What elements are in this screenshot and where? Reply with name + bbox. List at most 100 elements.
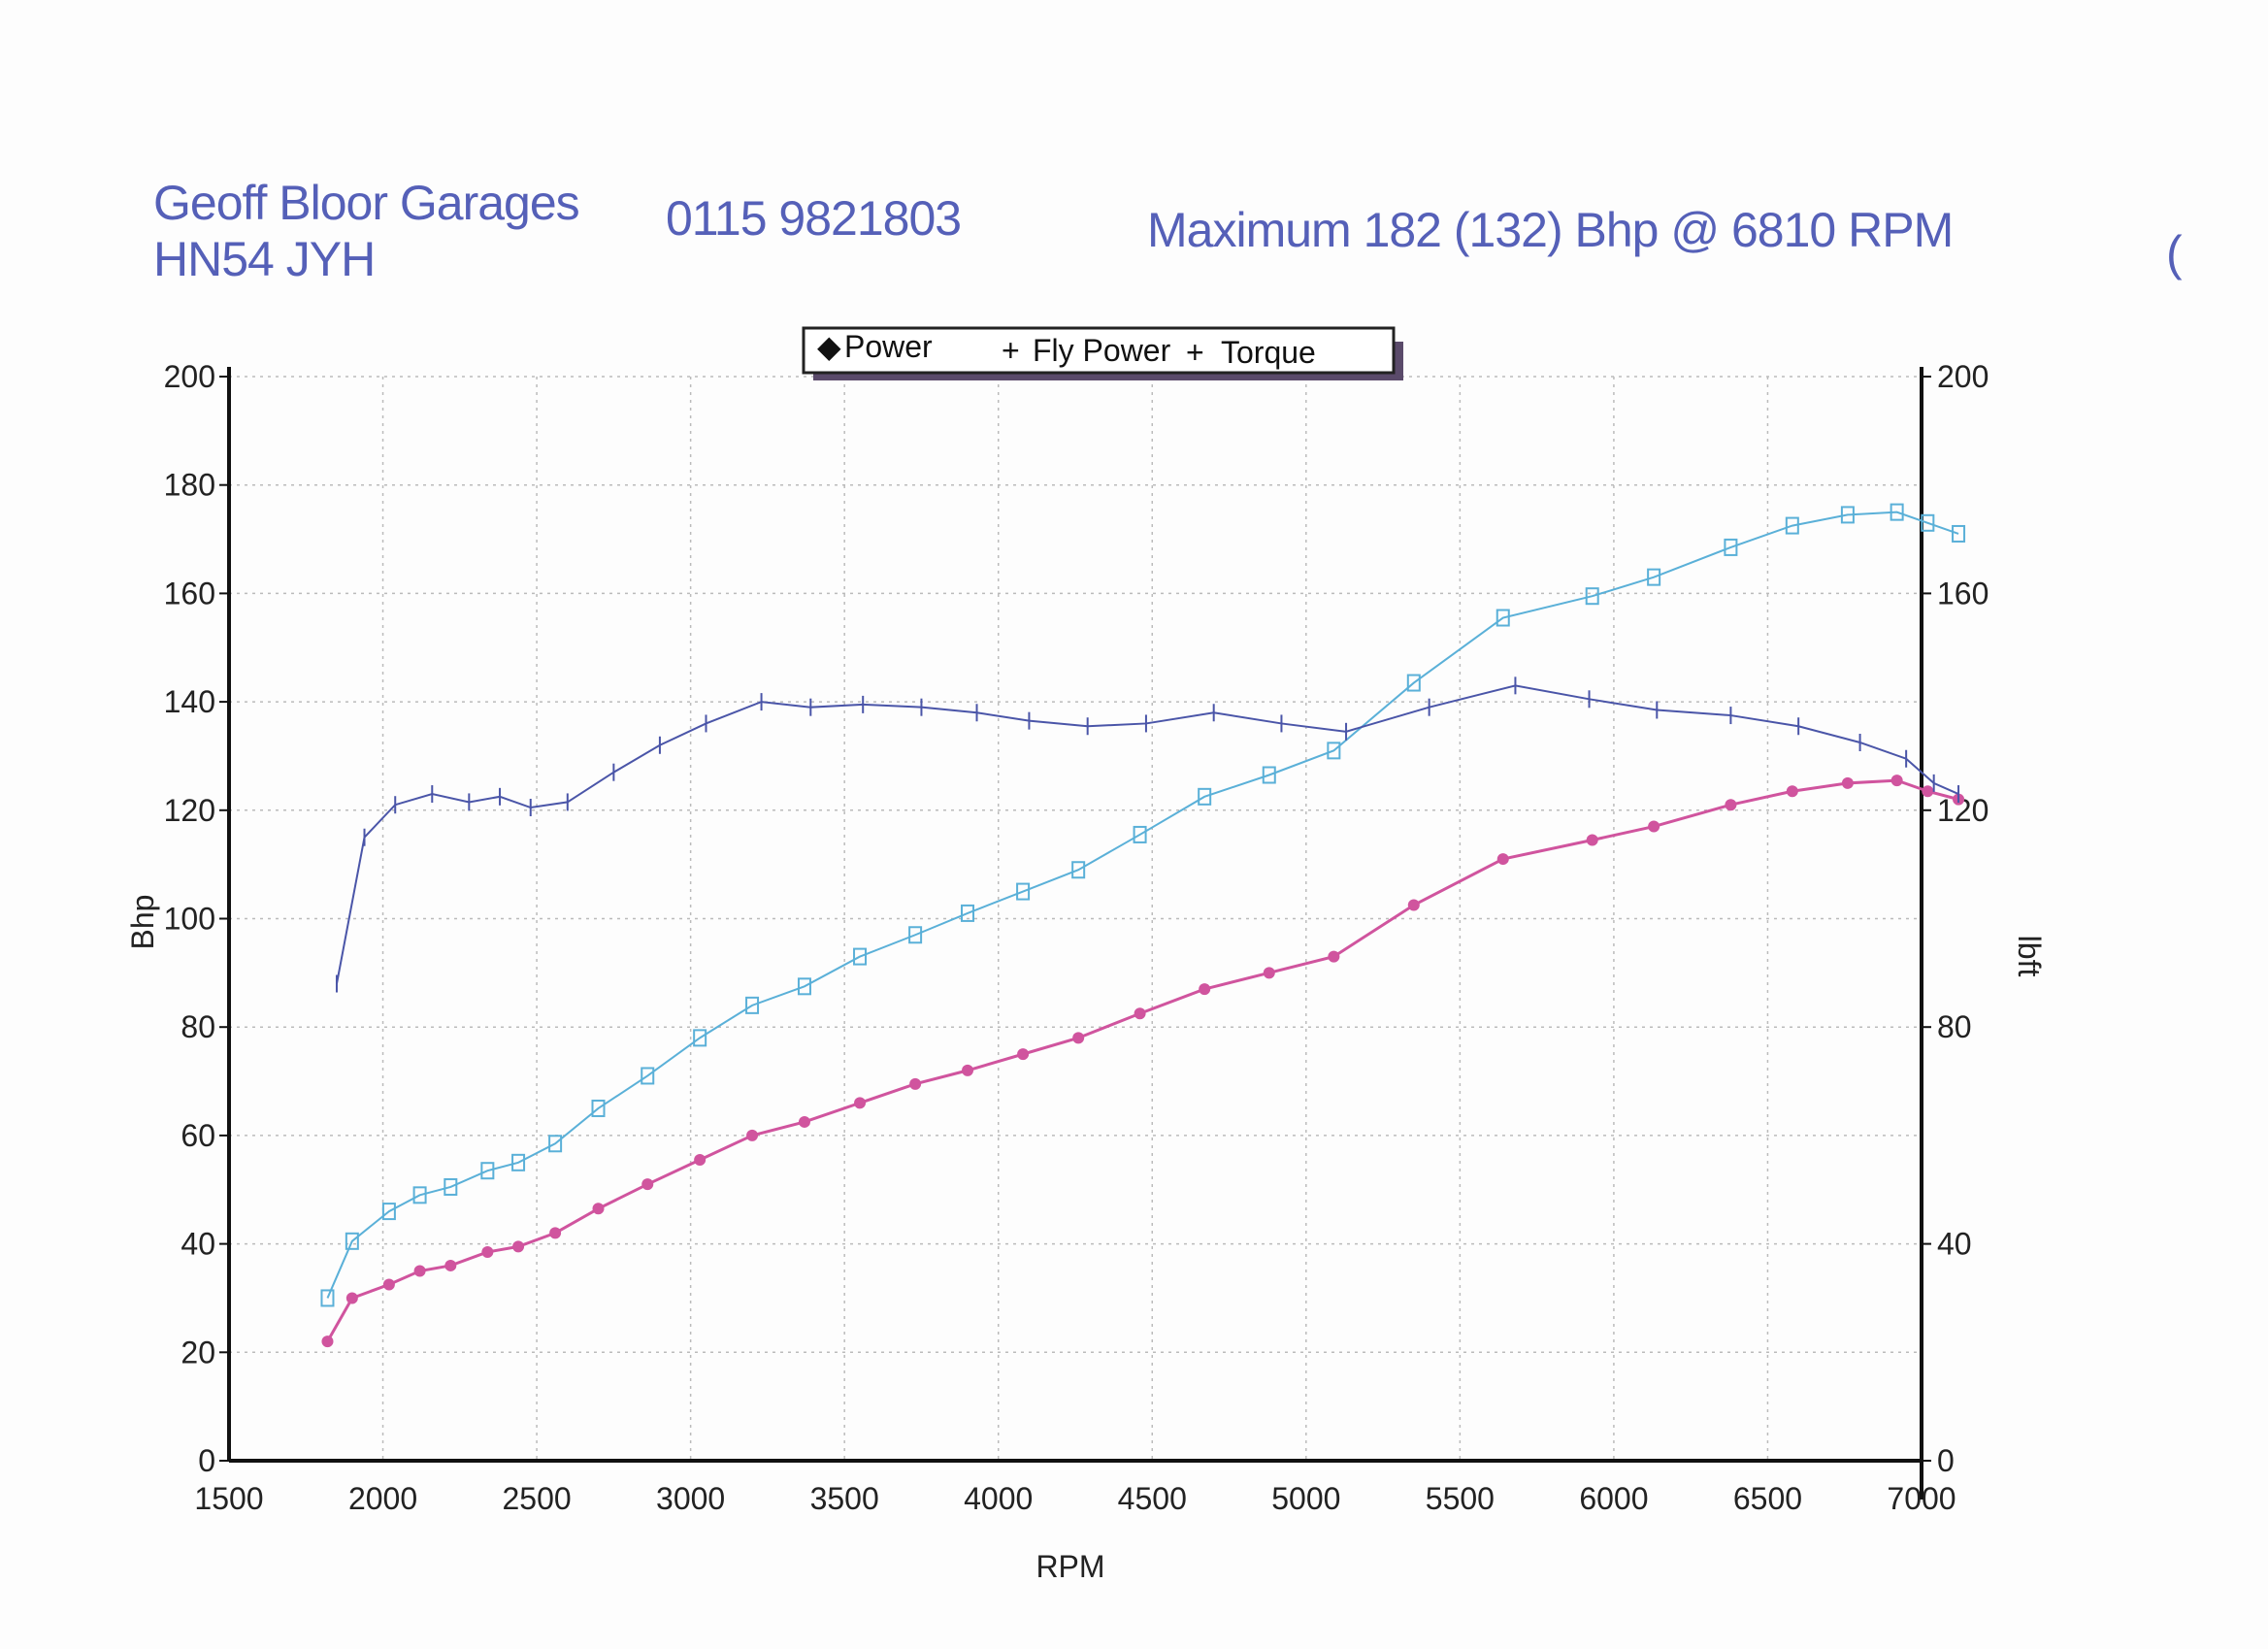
power-point (1072, 1032, 1085, 1044)
y-tick-label: 100 (164, 902, 215, 937)
power-line (326, 778, 1959, 1342)
power-point (798, 1115, 810, 1128)
fly-power-point (1262, 766, 1276, 784)
fly-power-point (548, 1135, 563, 1153)
fly-power-point (1071, 861, 1086, 879)
x-tick-label: 6000 (1579, 1481, 1648, 1516)
power-point (909, 1077, 922, 1090)
power-point (1890, 775, 1903, 787)
fly-power-point (1952, 524, 1966, 543)
axes: 1500 2000 2500 3000 3500 4000 4500 5000 5500 6000… (164, 359, 1989, 1516)
power-point (321, 1336, 334, 1348)
fly-power-point (1406, 674, 1421, 692)
power-point (1586, 834, 1598, 846)
power-point (549, 1227, 562, 1239)
power-point (746, 1129, 759, 1141)
x-tick-label: 1500 (194, 1481, 263, 1516)
power-point (1648, 820, 1660, 833)
y-axis-label: Bhp (125, 895, 160, 950)
power-point (1841, 776, 1854, 789)
power-point (1407, 899, 1420, 911)
fly-power-line (326, 511, 1959, 1299)
fly-power-point (511, 1153, 526, 1171)
x-tick-label: 5000 (1271, 1481, 1340, 1516)
fly-power-point (641, 1067, 655, 1085)
x-tick-label: 2500 (502, 1481, 571, 1516)
grid (228, 376, 1923, 1462)
fly-power-point (1016, 882, 1031, 901)
fly-power-point (908, 926, 923, 944)
fly-power-point (1921, 513, 1935, 532)
fly-power-point (480, 1162, 495, 1180)
phone-number: 0115 9821803 (666, 191, 962, 246)
fly-power-point (961, 904, 975, 922)
fly-power-point (1890, 503, 1904, 521)
y-tick-label: 120 (164, 793, 215, 828)
x-tick-label: 3500 (810, 1481, 879, 1516)
power-point (1725, 799, 1737, 811)
x-tick-label: 3000 (656, 1481, 725, 1516)
y-tick-label: 40 (181, 1227, 215, 1262)
fly-power-point (444, 1177, 458, 1196)
y-tick-label: 200 (164, 359, 215, 394)
power-point (1328, 950, 1340, 963)
fly-power-point (1133, 825, 1147, 843)
torque-line (335, 684, 1959, 984)
y2-axis-label: lbft (2012, 936, 2047, 977)
power-point (854, 1097, 867, 1109)
maximum-power-summary: Maximum 182 (132) Bhp @ 6810 RPM (1147, 203, 1954, 257)
fly-power-point (1840, 506, 1855, 524)
x-axis-label: RPM (1035, 1549, 1104, 1584)
power-point (1199, 983, 1211, 996)
fly-power-point (1647, 568, 1661, 586)
power-point (345, 1292, 358, 1304)
fly-power-point (853, 947, 868, 966)
x-tick-label: 4500 (1118, 1481, 1187, 1516)
y-tick-label: 20 (181, 1335, 215, 1369)
vehicle-registration: HN54 JYH (153, 232, 376, 286)
y-tick-label: 0 (198, 1443, 215, 1478)
x-tick-label: 4000 (964, 1481, 1033, 1516)
y2-tick-label: 0 (1937, 1443, 1955, 1478)
legend-marker-power: ◆ (817, 329, 841, 364)
power-point (413, 1265, 426, 1277)
legend-torque: Torque (1221, 335, 1316, 370)
fly-power-point (1585, 587, 1599, 606)
fly-power-point (745, 996, 760, 1014)
fly-power-point (1198, 787, 1212, 806)
fly-power-point (345, 1232, 359, 1250)
legend-power: Power (844, 329, 933, 364)
power-point (1496, 853, 1509, 866)
legend-marker-torque: + (1186, 335, 1204, 370)
stray-mark: ( (2166, 226, 2183, 280)
y-tick-label: 140 (164, 684, 215, 719)
fly-power-point (797, 977, 811, 996)
power-point (641, 1178, 654, 1191)
y2-tick-label: 40 (1937, 1227, 1972, 1262)
fly-power-point (693, 1029, 707, 1047)
power-point (1017, 1048, 1030, 1061)
y-tick-label: 180 (164, 468, 215, 503)
y-tick-label: 160 (164, 576, 215, 610)
power-point (1786, 785, 1798, 798)
power-point (382, 1278, 395, 1291)
fly-power-point (591, 1099, 606, 1117)
x-tick-label: 6500 (1733, 1481, 1802, 1516)
fly-power-point (1327, 742, 1341, 760)
fly-power-point (320, 1289, 335, 1307)
fly-power-point (1724, 538, 1738, 556)
power-point (694, 1154, 707, 1167)
power-point (512, 1240, 525, 1253)
fly-power-point (1496, 609, 1510, 627)
company-name: Geoff Bloor Garages (153, 176, 580, 230)
x-tick-label: 2000 (348, 1481, 417, 1516)
power-point (444, 1259, 457, 1271)
x-tick-label: 5500 (1426, 1481, 1495, 1516)
fly-power-point (381, 1203, 396, 1221)
power-point (1134, 1007, 1146, 1020)
power-point (962, 1064, 974, 1076)
y-tick-label: 80 (181, 1009, 215, 1044)
power-point (481, 1245, 494, 1258)
legend-box (802, 326, 1396, 375)
power-point (1922, 785, 1934, 798)
